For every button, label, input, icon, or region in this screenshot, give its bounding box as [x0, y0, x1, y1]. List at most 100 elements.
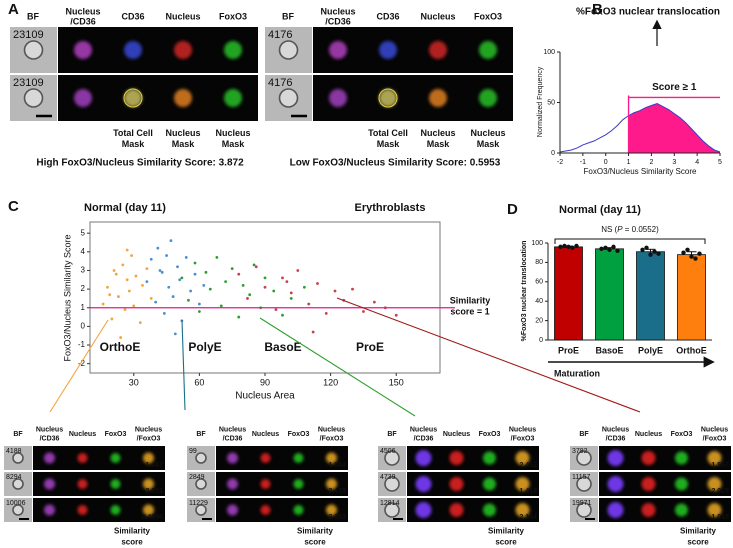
scatter-point: [130, 254, 133, 257]
scatter-point: [160, 270, 164, 274]
scatter-point: [224, 280, 228, 284]
cell-signal: [449, 503, 464, 517]
y-tick-label: 4: [81, 247, 86, 256]
data-point: [656, 251, 661, 256]
cell-signal: [515, 477, 530, 491]
scatter-point: [316, 282, 319, 285]
scatter-point: [138, 321, 142, 325]
column-header: Nucleus: [602, 426, 629, 433]
y-tick-label: 2: [81, 284, 86, 293]
brightfield-cell: [195, 504, 207, 516]
similarity-score: 2.363: [328, 514, 346, 521]
data-point: [693, 256, 698, 261]
x-tick-label: ProE: [558, 345, 579, 355]
cell-signal: [707, 451, 722, 465]
similarity-score: 2.301: [145, 488, 163, 495]
cell-signal: [429, 41, 447, 59]
bar: [595, 248, 624, 341]
column-header: /FoxO3: [320, 435, 344, 442]
cell-id: 12814: [380, 500, 400, 507]
panel-letter: B: [592, 1, 603, 18]
x-tick-label: 2: [649, 159, 653, 166]
cell-id: 23109: [13, 77, 44, 89]
similarity-score: 1.419: [519, 488, 537, 495]
cell-id: 4188: [6, 448, 22, 455]
scatter-point: [241, 283, 245, 287]
connector: [181, 319, 186, 411]
brightfield-cell: [12, 504, 24, 516]
brightfield-cell: [576, 476, 592, 492]
cell-signal: [110, 453, 121, 463]
scatter-point: [180, 276, 184, 280]
cell-signal: [44, 478, 55, 490]
cell-signal: [124, 41, 142, 59]
scatter-point: [246, 297, 249, 300]
brightfield-cell: [576, 502, 592, 518]
scatter-point: [351, 287, 354, 291]
scatter-point: [296, 269, 300, 272]
scatter-point: [114, 272, 118, 276]
cell-signal: [124, 89, 142, 107]
chart-title: Normal (day 11): [559, 204, 641, 216]
chart-title: %FoxO3 nuclear translocation: [576, 7, 720, 18]
column-header: Nucleus: [410, 426, 437, 433]
column-header: FoxO3: [105, 431, 127, 438]
caption: High FoxO3/Nucleus Similarity Score: 3.8…: [36, 158, 244, 169]
mask-label: Nucleus: [420, 128, 455, 138]
column-header: /FoxO3: [703, 435, 727, 442]
scatter-point: [176, 265, 179, 269]
brightfield-cell: [384, 476, 400, 492]
y-tick-label: 20: [535, 317, 543, 324]
brightfield-cell: [23, 88, 44, 108]
cell-signal: [479, 41, 497, 59]
mask-ring: [123, 88, 143, 108]
scatter-point: [215, 256, 219, 259]
scatter-point: [149, 257, 153, 261]
area-fill: [628, 103, 720, 153]
scatter-point: [101, 302, 105, 306]
x-axis-label: Maturation: [554, 368, 600, 378]
data-point: [611, 244, 616, 250]
scatter-point: [145, 280, 149, 284]
cell-id: 10006: [6, 500, 26, 507]
y-tick-label: 3: [81, 266, 86, 275]
cell-signal: [326, 478, 337, 490]
scatter-point: [112, 269, 116, 272]
caption: Low FoxO3/Nucleus Similarity Score: 0.59…: [290, 158, 501, 169]
scatter-point: [237, 315, 241, 319]
scatter-point: [169, 239, 173, 243]
scatter-point: [141, 283, 144, 287]
scatter-point: [173, 332, 177, 336]
scatter-point: [106, 285, 109, 289]
cell-signal: [224, 41, 242, 59]
chart-subtitle: Erythroblasts: [355, 202, 426, 214]
cell-signal: [110, 479, 121, 489]
scatter-point: [193, 272, 197, 276]
caption: score: [495, 538, 517, 547]
data-point: [603, 245, 608, 251]
column-header: /CD36: [414, 435, 434, 442]
y-tick-label: 60: [535, 279, 543, 286]
scatter-point: [108, 293, 112, 297]
scatter-point: [263, 276, 267, 280]
x-axis-label: FoxO3/Nucleus Similarity Score: [584, 167, 697, 176]
similarity-score: 1.804: [328, 462, 346, 469]
cell-signal: [143, 504, 154, 516]
cell-signal: [707, 503, 722, 517]
column-header: BF: [27, 11, 39, 21]
scatter-point: [289, 291, 293, 295]
data-point: [640, 247, 645, 252]
cell-id: 4176: [268, 29, 292, 41]
cell-signal: [415, 450, 432, 466]
column-header: Nucleus: [36, 426, 63, 433]
y-tick-label: -2: [78, 359, 86, 368]
column-header: FoxO3: [219, 11, 247, 21]
mask-label: Mask: [122, 139, 146, 149]
cell-id: 99: [189, 448, 197, 455]
data-point: [599, 246, 604, 252]
column-header: /CD36: [223, 435, 243, 442]
caption: score: [687, 538, 709, 547]
scatter-point: [132, 304, 136, 308]
brightfield-cell: [384, 502, 400, 518]
bar: [636, 251, 665, 341]
